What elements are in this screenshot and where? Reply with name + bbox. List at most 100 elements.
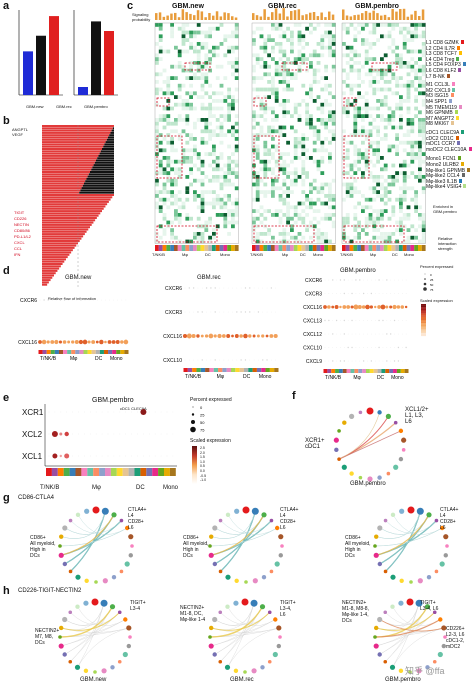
d-dot (378, 319, 380, 322)
e-dot (137, 433, 138, 435)
c-cell (421, 190, 426, 194)
network-node (417, 578, 423, 584)
c-cell (342, 216, 346, 221)
c-cell (170, 228, 174, 232)
c-cell (185, 197, 190, 202)
e-annotation: cDC1 CLEC9A (120, 406, 147, 411)
panel-f-label: f (292, 390, 296, 402)
network-node (93, 670, 97, 674)
c-cell (324, 194, 328, 198)
c-cell (399, 30, 403, 35)
c-legend-item: L5 CD4 FOXP3 (426, 62, 466, 68)
c-cell (208, 178, 212, 183)
c-cell (316, 232, 321, 236)
c-celltype-strip (399, 245, 403, 251)
c-legend-item: L7 B-NK (426, 73, 450, 80)
d-dot (359, 360, 361, 362)
c-cell (155, 118, 159, 122)
c-cell (342, 129, 346, 134)
c-celltype-strip (376, 245, 380, 251)
c-cell (399, 194, 403, 198)
network-node (445, 544, 449, 548)
c-cell (301, 53, 306, 58)
network-node (432, 659, 437, 664)
c-cell (200, 163, 205, 168)
c-cell (177, 205, 182, 210)
c-cell (158, 72, 163, 77)
c-cell (372, 68, 377, 73)
c-legend-item: M5 TMEM119 (426, 104, 462, 111)
c-cell (282, 182, 287, 187)
c-cell (252, 175, 256, 179)
c-cell (234, 201, 239, 206)
c-cell (255, 53, 260, 58)
c-cell (166, 87, 171, 92)
c-cell (200, 194, 205, 198)
c-cell (399, 171, 403, 175)
network-edge (374, 527, 443, 547)
d-dot (324, 279, 326, 281)
c-cell (219, 152, 224, 156)
c-cell (418, 129, 422, 134)
c-cell (297, 232, 302, 236)
c-enriched-box (253, 225, 315, 243)
c-cell (391, 26, 396, 31)
d-dot (184, 287, 186, 289)
c-cell (320, 148, 325, 153)
b-bar-red (42, 281, 49, 284)
c-cell (399, 125, 403, 130)
c-cell (353, 49, 358, 54)
e-dot (172, 433, 174, 435)
c-cell (234, 129, 239, 134)
c-cell (290, 49, 294, 54)
c-cell (364, 57, 369, 61)
c-legend-swatch (457, 141, 461, 146)
d-dot (394, 279, 395, 281)
c-cell (353, 83, 358, 88)
c-cell (158, 114, 163, 118)
c-top-bar (212, 15, 215, 20)
c-cell (383, 239, 388, 244)
c-cell (189, 102, 193, 107)
d-dot (405, 293, 407, 294)
d-dot (331, 305, 335, 309)
c-cell (406, 228, 411, 232)
c-cell (383, 178, 388, 183)
c-top-bar (219, 16, 223, 20)
c-cell (231, 49, 235, 54)
c-cell (421, 99, 426, 103)
c-cell (309, 95, 313, 99)
e-celltype-strip (63, 468, 70, 476)
c-cell (331, 197, 336, 202)
c-cell (297, 144, 302, 149)
c-cell (255, 133, 260, 137)
d-celltype-strip (222, 368, 227, 372)
c-cell (223, 53, 228, 58)
c-cell (267, 87, 271, 92)
c-cell (353, 159, 358, 164)
d-dot (99, 339, 104, 345)
e-celltype-strip (140, 468, 147, 476)
c-cell (290, 182, 294, 187)
c-cell (278, 216, 283, 221)
c-top-bar (196, 10, 200, 20)
c-cell (387, 232, 392, 236)
c-cell (290, 159, 294, 164)
d-dot (80, 299, 82, 301)
c-cell (372, 175, 377, 179)
c-enriched-box (156, 225, 218, 243)
c-celltype-strip (196, 245, 201, 251)
e-celltype-strip (81, 468, 88, 476)
c-cell (297, 102, 302, 107)
g-labels-top-2: CTLA4+ L4 CD28+ L6 (280, 507, 299, 531)
d-celltype-strip (377, 369, 382, 373)
c-cell (383, 133, 388, 137)
c-cell (402, 99, 407, 103)
c-cell (305, 137, 309, 141)
c-cell (177, 197, 182, 202)
d-dot (340, 333, 341, 335)
c-cell (231, 220, 235, 225)
c-cell (166, 80, 171, 84)
c-cell (357, 106, 361, 111)
d-dot (271, 359, 272, 361)
